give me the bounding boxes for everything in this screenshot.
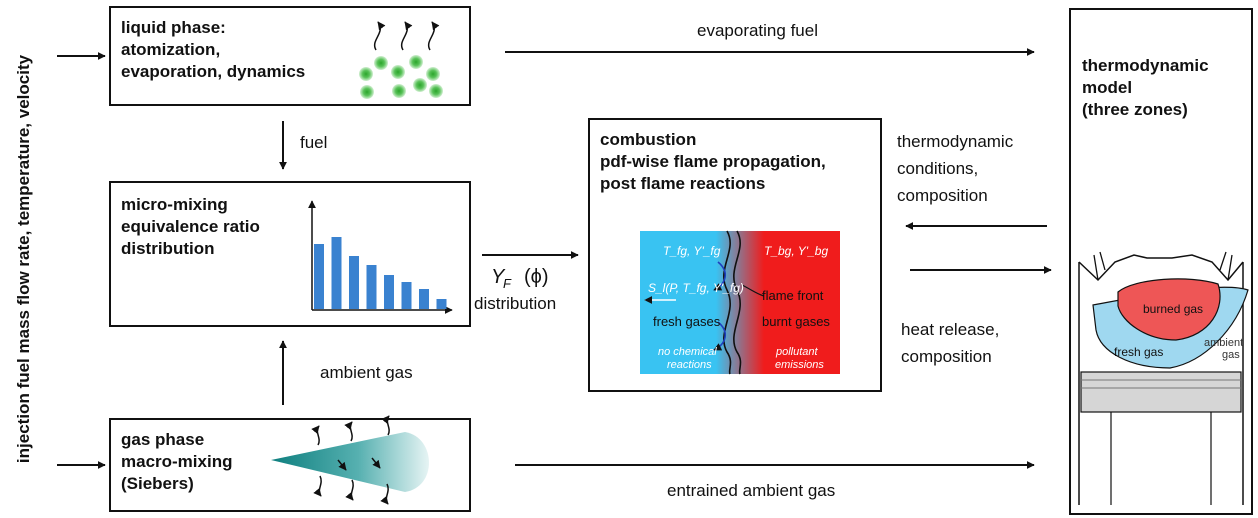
- svg-text:F: F: [503, 276, 512, 291]
- spray-plume-icon: [271, 415, 430, 505]
- fresh-gases-label: fresh gases: [653, 314, 721, 329]
- fresh-gas-state: T_fg, Y'_fg: [663, 244, 721, 258]
- heat-release-label: heat release, composition: [901, 316, 999, 370]
- cylinder-head: [1078, 254, 1244, 282]
- burned-gas-label: burned gas: [1143, 302, 1203, 316]
- valve-right: [1219, 251, 1233, 281]
- micro-line-1: micro-mixing: [121, 195, 228, 214]
- flame-panel: T_fg, Y'_fg T_bg, Y'_bg S_l(P, T_fg, Y'_…: [640, 230, 840, 375]
- piston: [1080, 371, 1242, 413]
- liquid-line-1: liquid phase:: [121, 18, 226, 37]
- flame-front-line-2: [733, 230, 742, 375]
- thermo-line-3: (three zones): [1082, 100, 1188, 119]
- gas-line-2: macro-mixing: [121, 452, 233, 471]
- combustion-title: combustion pdf-wise flame propagation, p…: [600, 129, 826, 195]
- fresh-gas-label: fresh gas: [1114, 345, 1163, 359]
- gas-phase-title: gas phase macro-mixing (Siebers): [121, 429, 232, 495]
- flame-front-line-1: [723, 230, 732, 375]
- bar-2: [331, 237, 342, 309]
- svg-text:Y: Y: [491, 266, 506, 288]
- heat-release-line-2: composition: [901, 347, 992, 366]
- thermo-title: thermodynamic model (three zones): [1082, 55, 1209, 121]
- liquid-phase-title: liquid phase: atomization, evaporation, …: [121, 17, 305, 83]
- micro-mixing-title: micro-mixing equivalence ratio distribut…: [121, 194, 260, 260]
- combustion-line-2: pdf-wise flame propagation,: [600, 152, 826, 171]
- bar-3: [349, 256, 359, 309]
- thermo-conditions-line-2: conditions,: [897, 159, 979, 178]
- yf-phi-symbol: Y F (ϕ): [491, 266, 549, 291]
- burnt-gas-state: T_bg, Y'_bg: [764, 244, 828, 258]
- evaporating-fuel-label: evaporating fuel: [697, 21, 818, 40]
- bar-1: [314, 244, 324, 309]
- pollutant-line-2: emissions: [775, 359, 824, 371]
- valve-left: [1093, 251, 1106, 281]
- droplets-icon: [359, 21, 443, 99]
- engine-cylinder-icon: burned gas fresh gas ambient gas: [1078, 251, 1249, 505]
- flame-speed-label: S_l(P, T_fg, Y'_fg): [648, 281, 744, 295]
- bar-8: [436, 299, 447, 309]
- bar-7: [419, 289, 429, 309]
- circulation-arrow-bottom: [713, 321, 726, 351]
- thermo-conditions-line-3: composition: [897, 186, 988, 205]
- liquid-line-2: atomization,: [121, 40, 221, 59]
- bar-5: [384, 275, 394, 309]
- flame-front-label: flame front: [762, 288, 824, 303]
- fuel-label: fuel: [300, 133, 328, 152]
- svg-text:(ϕ): (ϕ): [524, 266, 549, 288]
- entrained-gas-label: entrained ambient gas: [667, 481, 836, 500]
- thermo-line-2: model: [1082, 78, 1133, 97]
- bar-6: [401, 282, 412, 309]
- connecting-rod: [1110, 412, 1212, 505]
- burned-gas-zone: [1117, 278, 1221, 341]
- ambient-gas-label-line-1: ambient: [1204, 337, 1243, 349]
- combustion-line-3: post flame reactions: [600, 174, 766, 193]
- bar-4: [366, 265, 377, 309]
- thermo-line-1: thermodynamic: [1082, 56, 1209, 75]
- burnt-gases-label: burnt gases: [762, 314, 830, 329]
- heat-release-line-1: heat release,: [901, 320, 1000, 339]
- circulation-arrow-top: [713, 261, 726, 291]
- gas-line-3: (Siebers): [121, 474, 194, 493]
- ambient-gas-label-line-2: gas: [1222, 349, 1240, 361]
- flame-front-pointer: [741, 284, 765, 297]
- micro-line-3: distribution: [121, 239, 215, 258]
- no-chemical-line-1: no chemical: [658, 346, 717, 358]
- thermo-conditions-line-1: thermodynamic: [897, 132, 1014, 151]
- combustion-line-1: combustion: [600, 130, 697, 149]
- no-chemical-line-2: reactions: [667, 359, 712, 371]
- liquid-line-3: evaporation, dynamics: [121, 62, 306, 81]
- thermo-conditions-label: thermodynamic conditions, composition: [897, 128, 1013, 209]
- equivalence-ratio-bar-chart: [308, 200, 453, 314]
- arrows: [57, 48, 1052, 469]
- micro-line-2: equivalence ratio: [121, 217, 260, 236]
- distribution-label: distribution: [474, 294, 557, 313]
- pollutant-line-1: pollutant: [775, 346, 819, 358]
- ambient-gas-label: ambient gas: [320, 363, 413, 382]
- gas-line-1: gas phase: [121, 430, 205, 449]
